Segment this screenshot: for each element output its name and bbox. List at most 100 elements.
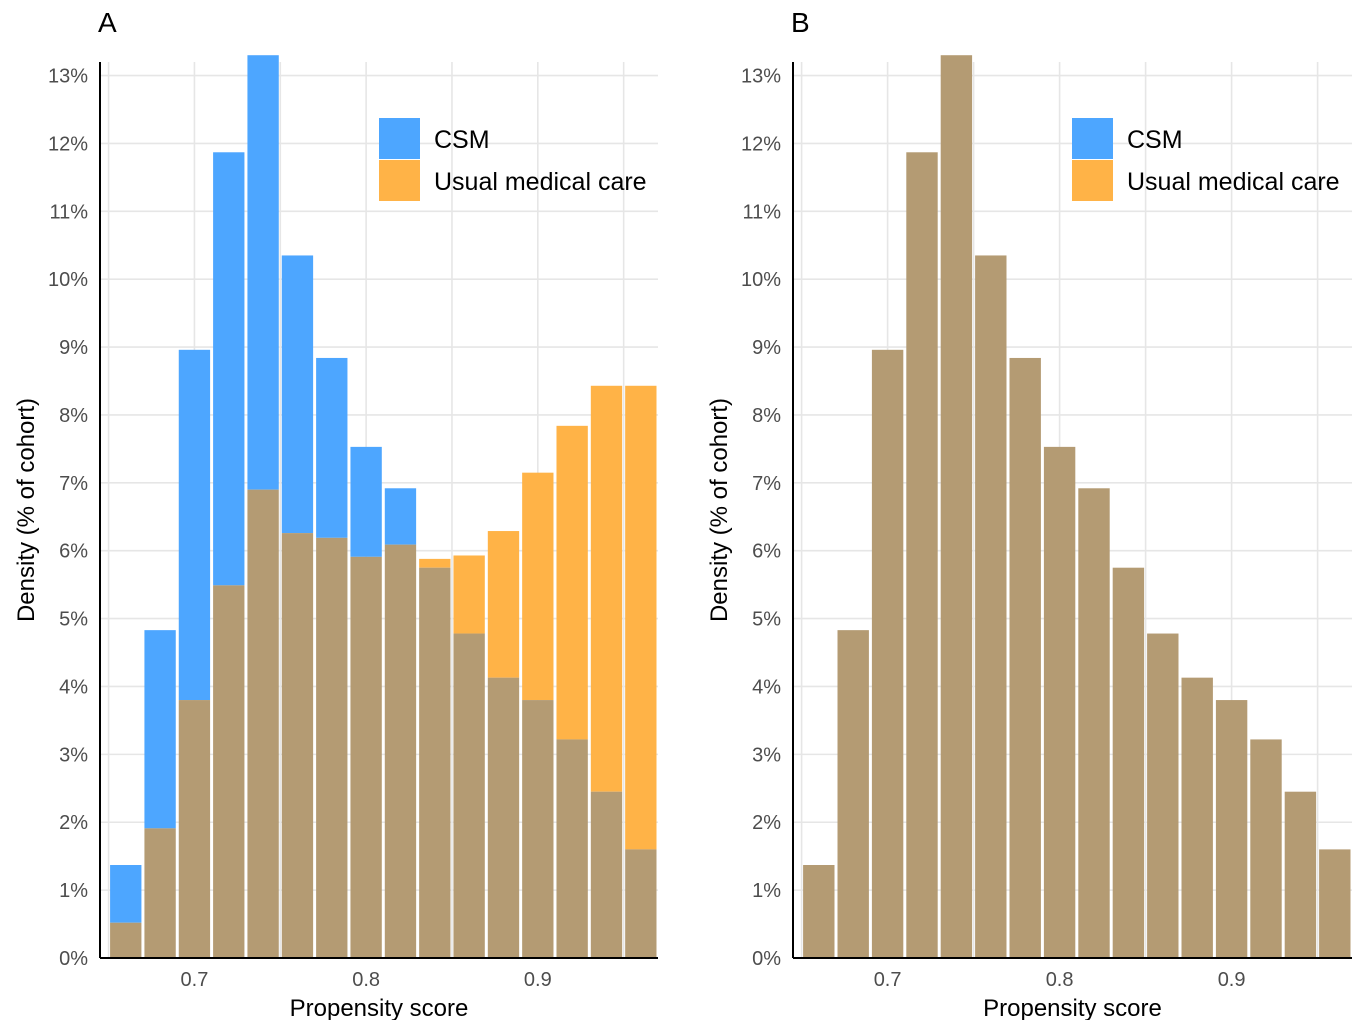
bar-overlap xyxy=(1319,849,1351,958)
y-tick-label: 2% xyxy=(59,812,88,834)
bar-overlap xyxy=(837,630,869,958)
bar-overlap xyxy=(110,922,142,958)
bar-overlap xyxy=(940,55,973,959)
y-axis-title: Density (% of cohort) xyxy=(706,398,733,622)
bar-csm xyxy=(350,446,382,557)
bar-overlap xyxy=(975,255,1007,959)
y-tick-label: 12% xyxy=(741,133,781,155)
x-tick-label: 0.8 xyxy=(1046,969,1074,991)
x-tick-label: 0.7 xyxy=(181,969,209,991)
bar-overlap xyxy=(906,152,938,958)
bar-csm xyxy=(247,55,279,490)
y-tick-label: 4% xyxy=(59,676,88,698)
bar-usual-care xyxy=(590,385,623,792)
bar-overlap xyxy=(803,865,835,958)
bar-overlap xyxy=(487,677,520,958)
bar-csm xyxy=(213,152,245,586)
bar-usual-care xyxy=(522,472,554,701)
x-tick-label: 0.7 xyxy=(874,969,902,991)
legend-swatch xyxy=(1072,160,1113,201)
y-tick-label: 10% xyxy=(48,269,88,291)
bar-overlap xyxy=(1147,633,1179,958)
bar-overlap xyxy=(556,739,588,958)
legend-swatch xyxy=(379,160,420,201)
bar-overlap xyxy=(316,537,348,958)
y-tick-label: 5% xyxy=(752,609,781,631)
y-tick-label: 2% xyxy=(752,812,781,834)
y-tick-label: 12% xyxy=(48,133,88,155)
y-tick-label: 0% xyxy=(752,948,781,970)
y-tick-label: 9% xyxy=(59,337,88,359)
y-tick-label: 11% xyxy=(49,201,88,223)
panel-label: B xyxy=(791,7,810,38)
bar-overlap xyxy=(1250,739,1282,958)
y-tick-label: 1% xyxy=(59,880,88,902)
bar-overlap xyxy=(419,567,451,958)
legend: CSM Usual medical care xyxy=(1072,118,1340,201)
bar-overlap xyxy=(590,791,623,958)
bar-overlap xyxy=(144,828,176,958)
y-tick-label: 0% xyxy=(59,948,88,970)
panel-b: B 0% 1% 2% 3% 4% 5% 6% 7% 8% 9% 10% 11% 12% 13% 0.7 0.8 0… xyxy=(706,7,1352,1022)
bar-csm xyxy=(316,357,348,538)
y-tick-label: 3% xyxy=(752,744,781,766)
legend-label: CSM xyxy=(434,126,490,154)
x-tick-label: 0.9 xyxy=(524,969,552,991)
y-tick-label: 6% xyxy=(59,541,88,563)
bar-overlap xyxy=(1284,791,1317,958)
bar-usual-care xyxy=(556,425,588,740)
bar-overlap xyxy=(1078,488,1110,958)
bar-overlap xyxy=(871,349,904,959)
bar-csm xyxy=(178,349,211,701)
bar-overlap xyxy=(384,544,417,958)
legend-swatch xyxy=(379,118,420,159)
bar-usual-care xyxy=(453,555,485,634)
bar-overlap xyxy=(1009,357,1041,958)
y-tick-label: 10% xyxy=(741,269,781,291)
bar-overlap xyxy=(522,700,554,958)
y-tick-label: 11% xyxy=(742,201,781,223)
bar-overlap xyxy=(453,633,485,958)
y-tick-label: 13% xyxy=(741,66,781,88)
bar-overlap xyxy=(247,489,279,958)
legend: CSM Usual medical care xyxy=(379,118,647,201)
y-tick-label: 8% xyxy=(752,405,781,427)
bar-usual-care xyxy=(625,385,657,850)
y-tick-label: 3% xyxy=(59,744,88,766)
bar-overlap xyxy=(1043,446,1076,958)
bar-overlap xyxy=(350,556,382,958)
y-tick-label: 5% xyxy=(59,609,88,631)
legend-label: CSM xyxy=(1127,126,1183,154)
y-tick-label: 1% xyxy=(752,880,781,902)
y-tick-label: 13% xyxy=(48,66,88,88)
bar-overlap xyxy=(1215,700,1248,958)
y-tick-label: 6% xyxy=(752,541,781,563)
x-axis-title: Propensity score xyxy=(290,995,469,1020)
y-tick-label: 4% xyxy=(752,676,781,698)
bar-overlap xyxy=(281,533,314,958)
panel-label: A xyxy=(98,7,117,38)
bar-csm xyxy=(144,630,176,829)
y-tick-label: 7% xyxy=(752,473,781,495)
panel-a: A 0% 1% 2% 3% 4% 5% 6% 7% 8% 9% 10% 11% 12% 13% 0.7 0.8 0… xyxy=(13,7,658,1022)
bar-csm xyxy=(384,488,417,545)
y-axis-title: Density (% of cohort) xyxy=(13,398,40,622)
bar-usual-care xyxy=(487,531,520,678)
x-axis-title: Propensity score xyxy=(983,995,1162,1020)
legend-swatch xyxy=(1072,118,1113,159)
legend-label: Usual medical care xyxy=(1127,168,1340,196)
bar-csm xyxy=(281,255,314,534)
y-tick-label: 9% xyxy=(752,337,781,359)
bar-overlap xyxy=(1112,567,1145,958)
bar-overlap xyxy=(625,849,657,958)
legend-label: Usual medical care xyxy=(434,168,647,196)
bar-usual-care xyxy=(419,558,451,568)
bar-csm xyxy=(110,865,142,923)
x-tick-label: 0.8 xyxy=(352,969,380,991)
y-tick-label: 8% xyxy=(59,405,88,427)
bar-overlap xyxy=(1181,677,1213,958)
bar-overlap xyxy=(213,585,245,958)
y-tick-label: 7% xyxy=(59,473,88,495)
